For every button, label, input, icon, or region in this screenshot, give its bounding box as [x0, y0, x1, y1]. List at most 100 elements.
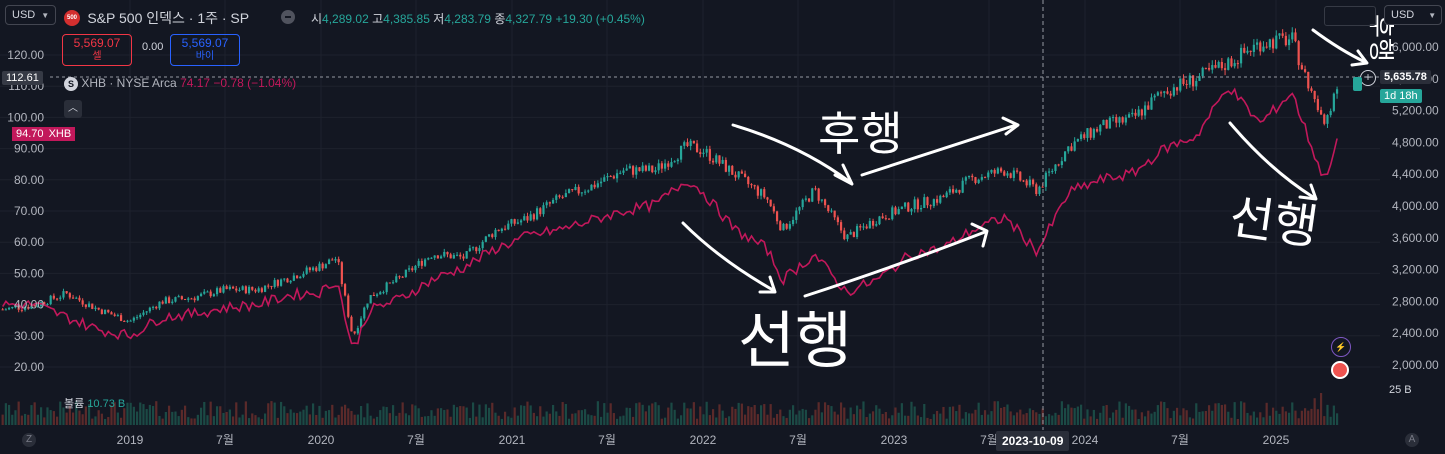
volume-bar	[804, 409, 807, 425]
candle-body	[532, 214, 535, 220]
currency-selector-left[interactable]: USD ▼	[5, 5, 57, 25]
candle-body	[1268, 39, 1271, 48]
collapse-legend-button[interactable]: ︿	[64, 100, 82, 118]
candle-body	[289, 280, 292, 283]
candle-body	[129, 320, 132, 322]
hide-symbol-button[interactable]	[281, 9, 295, 24]
volume-bar	[20, 415, 23, 425]
symbol-title[interactable]: S&P 500 인덱스 · 1주 · SP	[87, 10, 250, 26]
symbol-header[interactable]: 500 S&P 500 인덱스 · 1주 · SP	[64, 8, 249, 28]
candle-body	[619, 172, 622, 174]
candle-body	[446, 251, 449, 255]
volume-bar	[862, 401, 865, 425]
volume-bar	[401, 402, 404, 425]
candle-body	[401, 276, 404, 278]
volume-bar	[491, 402, 494, 425]
candle-body	[868, 220, 871, 229]
candle-body	[689, 140, 692, 146]
right-toolbar-box[interactable]	[1324, 6, 1376, 26]
candle-body	[420, 260, 423, 266]
timezone-button-left[interactable]: Z	[22, 433, 36, 447]
candle-body	[539, 208, 542, 215]
volume-bar	[737, 402, 740, 425]
candle-body	[1236, 63, 1239, 65]
candle-body	[996, 168, 999, 174]
candle-body	[1233, 63, 1236, 67]
add-plus-button[interactable]: +	[1360, 70, 1376, 86]
currency-selector-right[interactable]: USD ▼	[1384, 5, 1442, 25]
volume-bar	[814, 409, 817, 425]
candle-body	[740, 171, 743, 174]
volume-bar	[439, 408, 443, 425]
left-axis-ticks: 120.00110.00100.0090.0080.0070.0060.0050…	[7, 48, 44, 374]
arrow-head-1	[833, 163, 854, 186]
volume-bar	[286, 413, 289, 425]
volume-bar	[398, 412, 401, 425]
auto-scale-button[interactable]: A	[1405, 433, 1419, 447]
candle-body	[987, 172, 990, 178]
volume-bar	[718, 404, 721, 425]
volume-bar	[878, 408, 881, 425]
candle-body	[907, 202, 910, 212]
left-axis-tick-label: 50.00	[14, 266, 44, 280]
candle-body	[1108, 117, 1111, 129]
candle-body	[331, 259, 334, 261]
annotation-lagging-1: 후행	[818, 107, 903, 161]
arrow-stroke-4	[803, 230, 987, 298]
candle-body	[497, 229, 500, 232]
volume-bar	[1057, 414, 1060, 425]
sell-button[interactable]: 5,569.07 셀	[62, 34, 132, 66]
volume-bar	[465, 407, 468, 425]
volume-bar	[1172, 410, 1175, 425]
volume-bar	[596, 401, 599, 425]
lightning-icon[interactable]: ⚡	[1331, 337, 1351, 357]
volume-bar	[1201, 411, 1204, 425]
volume-bar	[417, 408, 420, 425]
volume-bar	[1054, 412, 1057, 425]
candle-body	[705, 149, 708, 153]
candle-body	[273, 280, 276, 287]
candle-body	[350, 316, 353, 332]
volume-bar	[1044, 416, 1047, 425]
candle-body	[468, 248, 471, 252]
volume-bar	[628, 408, 631, 425]
volume-bar	[379, 410, 382, 425]
volume-bar	[164, 411, 167, 425]
volume-bar	[500, 418, 503, 425]
candle-body	[1092, 129, 1095, 138]
volume-bar	[1127, 405, 1131, 425]
crosshair-date-label: 2023-10-09	[996, 431, 1070, 451]
candle-body	[391, 282, 395, 284]
candle-body	[1239, 47, 1243, 64]
candle-body	[731, 165, 734, 175]
candle-body	[212, 294, 215, 297]
arrow-head-2	[1001, 116, 1020, 136]
candle-body	[1089, 128, 1092, 138]
us-flag-icon[interactable]	[1331, 361, 1349, 379]
candle-body	[942, 195, 945, 198]
candle-body	[1028, 179, 1031, 186]
volume-bar	[475, 416, 478, 425]
candle-body	[545, 202, 548, 206]
volume-bar	[1031, 410, 1035, 425]
volume-bar	[494, 412, 497, 425]
volume-bar	[836, 414, 839, 425]
volume-bar	[404, 413, 407, 425]
candle-body	[1076, 138, 1079, 142]
volume-bar	[782, 416, 785, 425]
volume-bar	[887, 418, 891, 425]
candle-body	[372, 294, 375, 296]
volume-bar	[359, 405, 363, 425]
volume-bar	[689, 408, 692, 425]
candle-body	[1188, 75, 1191, 85]
overlay-symbol-row[interactable]: S XHB · NYSE Arca 74.17 −0.78 (−1.04%)	[64, 76, 296, 91]
buy-button[interactable]: 5,569.07 바이	[170, 34, 240, 66]
candle-body	[1131, 112, 1134, 115]
volume-bar	[823, 402, 827, 425]
candle-body	[209, 291, 212, 297]
candle-body	[993, 169, 996, 174]
volume-bar	[1003, 406, 1006, 425]
volume-bar	[1284, 411, 1287, 425]
candle-body	[187, 298, 190, 300]
